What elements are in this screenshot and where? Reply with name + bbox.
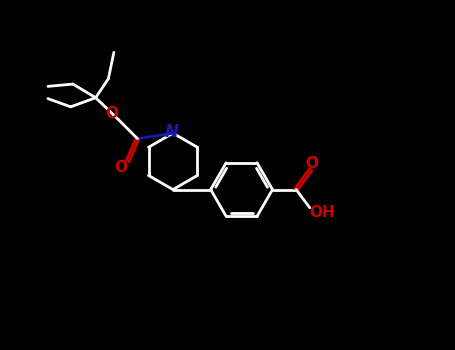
Text: O: O — [305, 156, 318, 171]
Text: O: O — [115, 160, 128, 175]
Text: O: O — [106, 106, 119, 121]
Text: OH: OH — [309, 205, 335, 220]
Text: N: N — [165, 123, 179, 141]
